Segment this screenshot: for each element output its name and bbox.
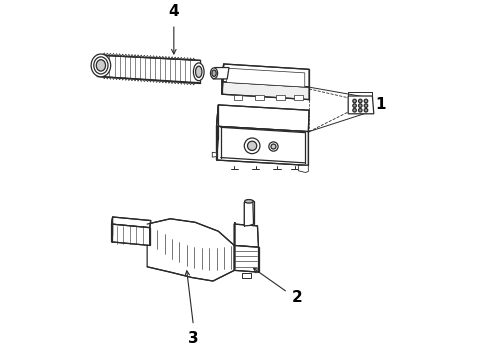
Polygon shape [255, 95, 264, 100]
Polygon shape [348, 96, 374, 114]
Circle shape [271, 144, 276, 149]
Polygon shape [217, 126, 308, 165]
Circle shape [364, 108, 368, 112]
Text: 2: 2 [292, 289, 303, 305]
Polygon shape [234, 95, 242, 100]
Text: 4: 4 [169, 4, 179, 19]
Text: 3: 3 [188, 331, 199, 346]
Polygon shape [217, 105, 219, 160]
Polygon shape [294, 95, 303, 100]
Polygon shape [242, 273, 251, 278]
Circle shape [359, 108, 362, 112]
Polygon shape [112, 217, 151, 228]
Polygon shape [276, 95, 285, 100]
Circle shape [353, 104, 356, 107]
Polygon shape [212, 152, 217, 157]
Circle shape [353, 108, 356, 112]
Polygon shape [226, 68, 305, 87]
Circle shape [269, 142, 278, 151]
Polygon shape [112, 224, 149, 246]
Polygon shape [98, 55, 200, 84]
Circle shape [364, 104, 368, 107]
Polygon shape [245, 200, 253, 226]
Polygon shape [298, 165, 308, 172]
Polygon shape [213, 68, 229, 79]
Polygon shape [147, 219, 234, 281]
Polygon shape [234, 224, 259, 247]
Polygon shape [217, 105, 309, 132]
Ellipse shape [245, 199, 253, 203]
Ellipse shape [96, 60, 105, 71]
Polygon shape [222, 64, 223, 94]
Polygon shape [234, 246, 259, 272]
Circle shape [245, 138, 260, 154]
Ellipse shape [91, 54, 111, 77]
Ellipse shape [194, 63, 204, 81]
Circle shape [247, 141, 257, 150]
Ellipse shape [212, 70, 216, 76]
Circle shape [364, 99, 368, 103]
Text: 1: 1 [375, 98, 385, 112]
Circle shape [359, 104, 362, 107]
Polygon shape [112, 217, 113, 242]
Polygon shape [222, 64, 309, 87]
Polygon shape [222, 82, 309, 100]
Ellipse shape [94, 57, 108, 74]
Circle shape [359, 99, 362, 103]
Ellipse shape [196, 66, 202, 77]
Circle shape [353, 99, 356, 103]
Polygon shape [234, 222, 235, 270]
Ellipse shape [211, 68, 218, 78]
